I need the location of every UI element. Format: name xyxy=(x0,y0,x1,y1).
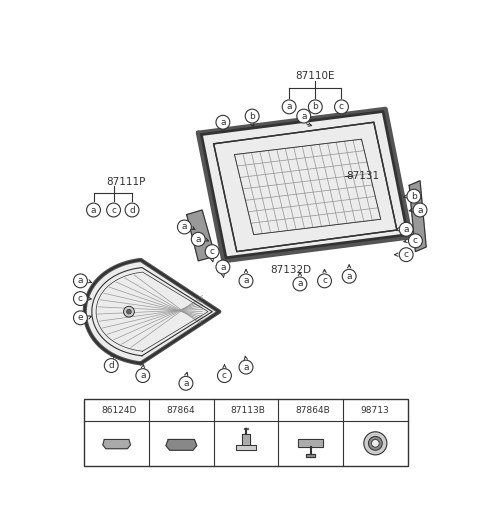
Text: a: a xyxy=(297,279,303,288)
Text: e: e xyxy=(78,313,83,322)
Polygon shape xyxy=(103,440,131,449)
Circle shape xyxy=(335,100,348,114)
Text: a: a xyxy=(195,235,201,244)
Text: 87111P: 87111P xyxy=(106,176,145,186)
Text: a: a xyxy=(91,205,96,215)
Circle shape xyxy=(281,405,291,416)
Circle shape xyxy=(369,436,382,450)
Text: d: d xyxy=(108,361,114,370)
Text: c: c xyxy=(404,250,408,259)
Circle shape xyxy=(73,292,87,305)
Text: b: b xyxy=(154,406,159,415)
Text: c: c xyxy=(219,406,224,415)
Text: a: a xyxy=(403,225,409,234)
Circle shape xyxy=(297,109,311,123)
Circle shape xyxy=(151,405,162,416)
Circle shape xyxy=(318,274,332,288)
Circle shape xyxy=(136,369,150,382)
Circle shape xyxy=(104,358,118,372)
Text: d: d xyxy=(129,205,135,215)
Text: 87864: 87864 xyxy=(166,406,194,415)
Polygon shape xyxy=(244,428,248,430)
Circle shape xyxy=(342,269,356,283)
Text: 87131: 87131 xyxy=(346,171,379,181)
Text: c: c xyxy=(111,205,116,215)
Circle shape xyxy=(293,277,307,291)
Text: c: c xyxy=(78,294,83,303)
Circle shape xyxy=(413,203,427,217)
Circle shape xyxy=(399,222,413,236)
Circle shape xyxy=(123,306,134,317)
Text: a: a xyxy=(417,205,423,215)
Text: 87132D: 87132D xyxy=(271,265,312,275)
Text: 87113B: 87113B xyxy=(230,406,265,415)
Text: c: c xyxy=(322,276,327,285)
Text: a: a xyxy=(140,371,145,380)
Text: a: a xyxy=(301,112,307,121)
Text: a: a xyxy=(183,379,189,388)
Circle shape xyxy=(86,405,97,416)
Text: a: a xyxy=(243,363,249,372)
Text: b: b xyxy=(249,112,255,121)
Polygon shape xyxy=(242,434,250,445)
Text: b: b xyxy=(312,102,318,112)
Polygon shape xyxy=(409,181,426,252)
Polygon shape xyxy=(299,440,323,447)
Text: 86124D: 86124D xyxy=(101,406,137,415)
Text: a: a xyxy=(243,276,249,285)
Text: 98713: 98713 xyxy=(360,406,389,415)
Circle shape xyxy=(308,100,322,114)
Circle shape xyxy=(86,203,100,217)
Text: a: a xyxy=(181,222,187,232)
Text: 87864B: 87864B xyxy=(295,406,330,415)
Text: a: a xyxy=(78,276,83,285)
Circle shape xyxy=(239,360,253,374)
Circle shape xyxy=(372,440,379,447)
Text: d: d xyxy=(283,406,289,415)
Circle shape xyxy=(127,310,131,314)
Polygon shape xyxy=(166,440,197,450)
Circle shape xyxy=(408,234,422,248)
Circle shape xyxy=(216,405,227,416)
Circle shape xyxy=(245,109,259,123)
Polygon shape xyxy=(236,445,256,450)
Circle shape xyxy=(192,233,205,246)
Circle shape xyxy=(399,248,413,262)
Text: e: e xyxy=(348,406,353,415)
Text: c: c xyxy=(222,371,227,380)
Circle shape xyxy=(73,274,87,288)
Circle shape xyxy=(179,376,193,390)
Text: c: c xyxy=(210,247,215,256)
Circle shape xyxy=(239,274,253,288)
Polygon shape xyxy=(306,454,315,457)
Circle shape xyxy=(345,405,356,416)
Text: a: a xyxy=(89,406,95,415)
Circle shape xyxy=(178,220,192,234)
Circle shape xyxy=(216,115,230,129)
Circle shape xyxy=(364,432,387,455)
Text: a: a xyxy=(220,118,226,127)
Text: 87110E: 87110E xyxy=(296,71,335,81)
Bar xyxy=(84,399,408,466)
Circle shape xyxy=(407,189,421,203)
Polygon shape xyxy=(187,210,215,261)
Circle shape xyxy=(205,245,219,259)
Circle shape xyxy=(217,369,231,382)
Text: a: a xyxy=(220,262,226,271)
Circle shape xyxy=(125,203,139,217)
Text: a: a xyxy=(287,102,292,112)
Text: b: b xyxy=(411,192,417,201)
Circle shape xyxy=(107,203,120,217)
Circle shape xyxy=(73,311,87,325)
Text: a: a xyxy=(347,272,352,281)
Circle shape xyxy=(282,100,296,114)
Circle shape xyxy=(216,260,230,274)
Text: c: c xyxy=(339,102,344,112)
Text: c: c xyxy=(413,236,418,245)
Polygon shape xyxy=(201,112,408,258)
Polygon shape xyxy=(85,260,219,363)
